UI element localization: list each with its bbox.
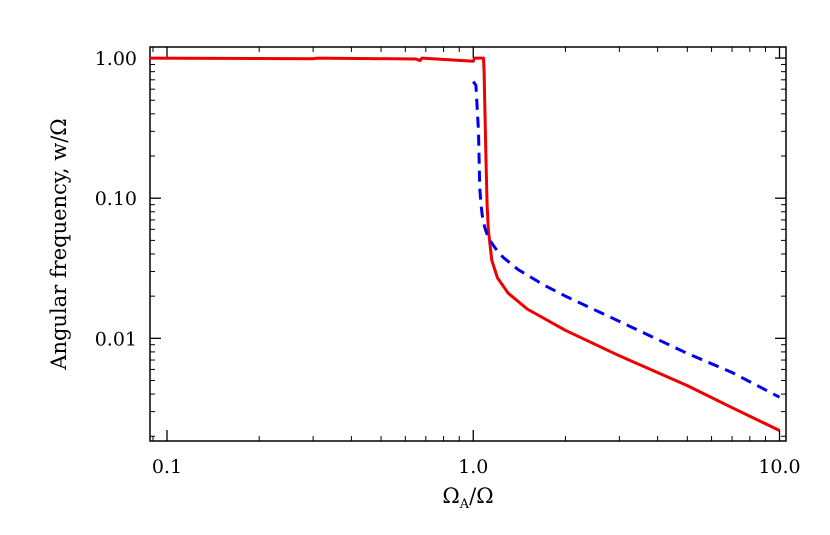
series-layer — [149, 56, 781, 432]
y-tick-label: 0.10 — [95, 188, 137, 210]
plot-frame — [149, 46, 787, 442]
tick-labels: 0.1 1.0 10.0 1.00 0.10 0.01 — [95, 48, 801, 478]
minor-ticks — [150, 47, 786, 441]
series-line-dashed — [472, 80, 781, 399]
series-line-solid — [149, 56, 781, 432]
x-tick-label: 0.1 — [152, 456, 182, 478]
major-ticks — [150, 47, 786, 441]
y-tick-label: 0.01 — [95, 328, 137, 350]
x-tick-label: 10.0 — [758, 456, 800, 478]
x-axis-title-sub: A — [459, 497, 470, 512]
y-tick-label: 1.00 — [95, 48, 137, 70]
y-axis-title: Angular frequency, w/Ω — [47, 118, 71, 370]
x-axis-title-main: Ω — [442, 484, 459, 508]
x-axis-title-rest: /Ω — [469, 484, 494, 508]
x-tick-label: 1.0 — [458, 456, 488, 478]
x-axis-title: ΩA/Ω — [442, 484, 493, 512]
